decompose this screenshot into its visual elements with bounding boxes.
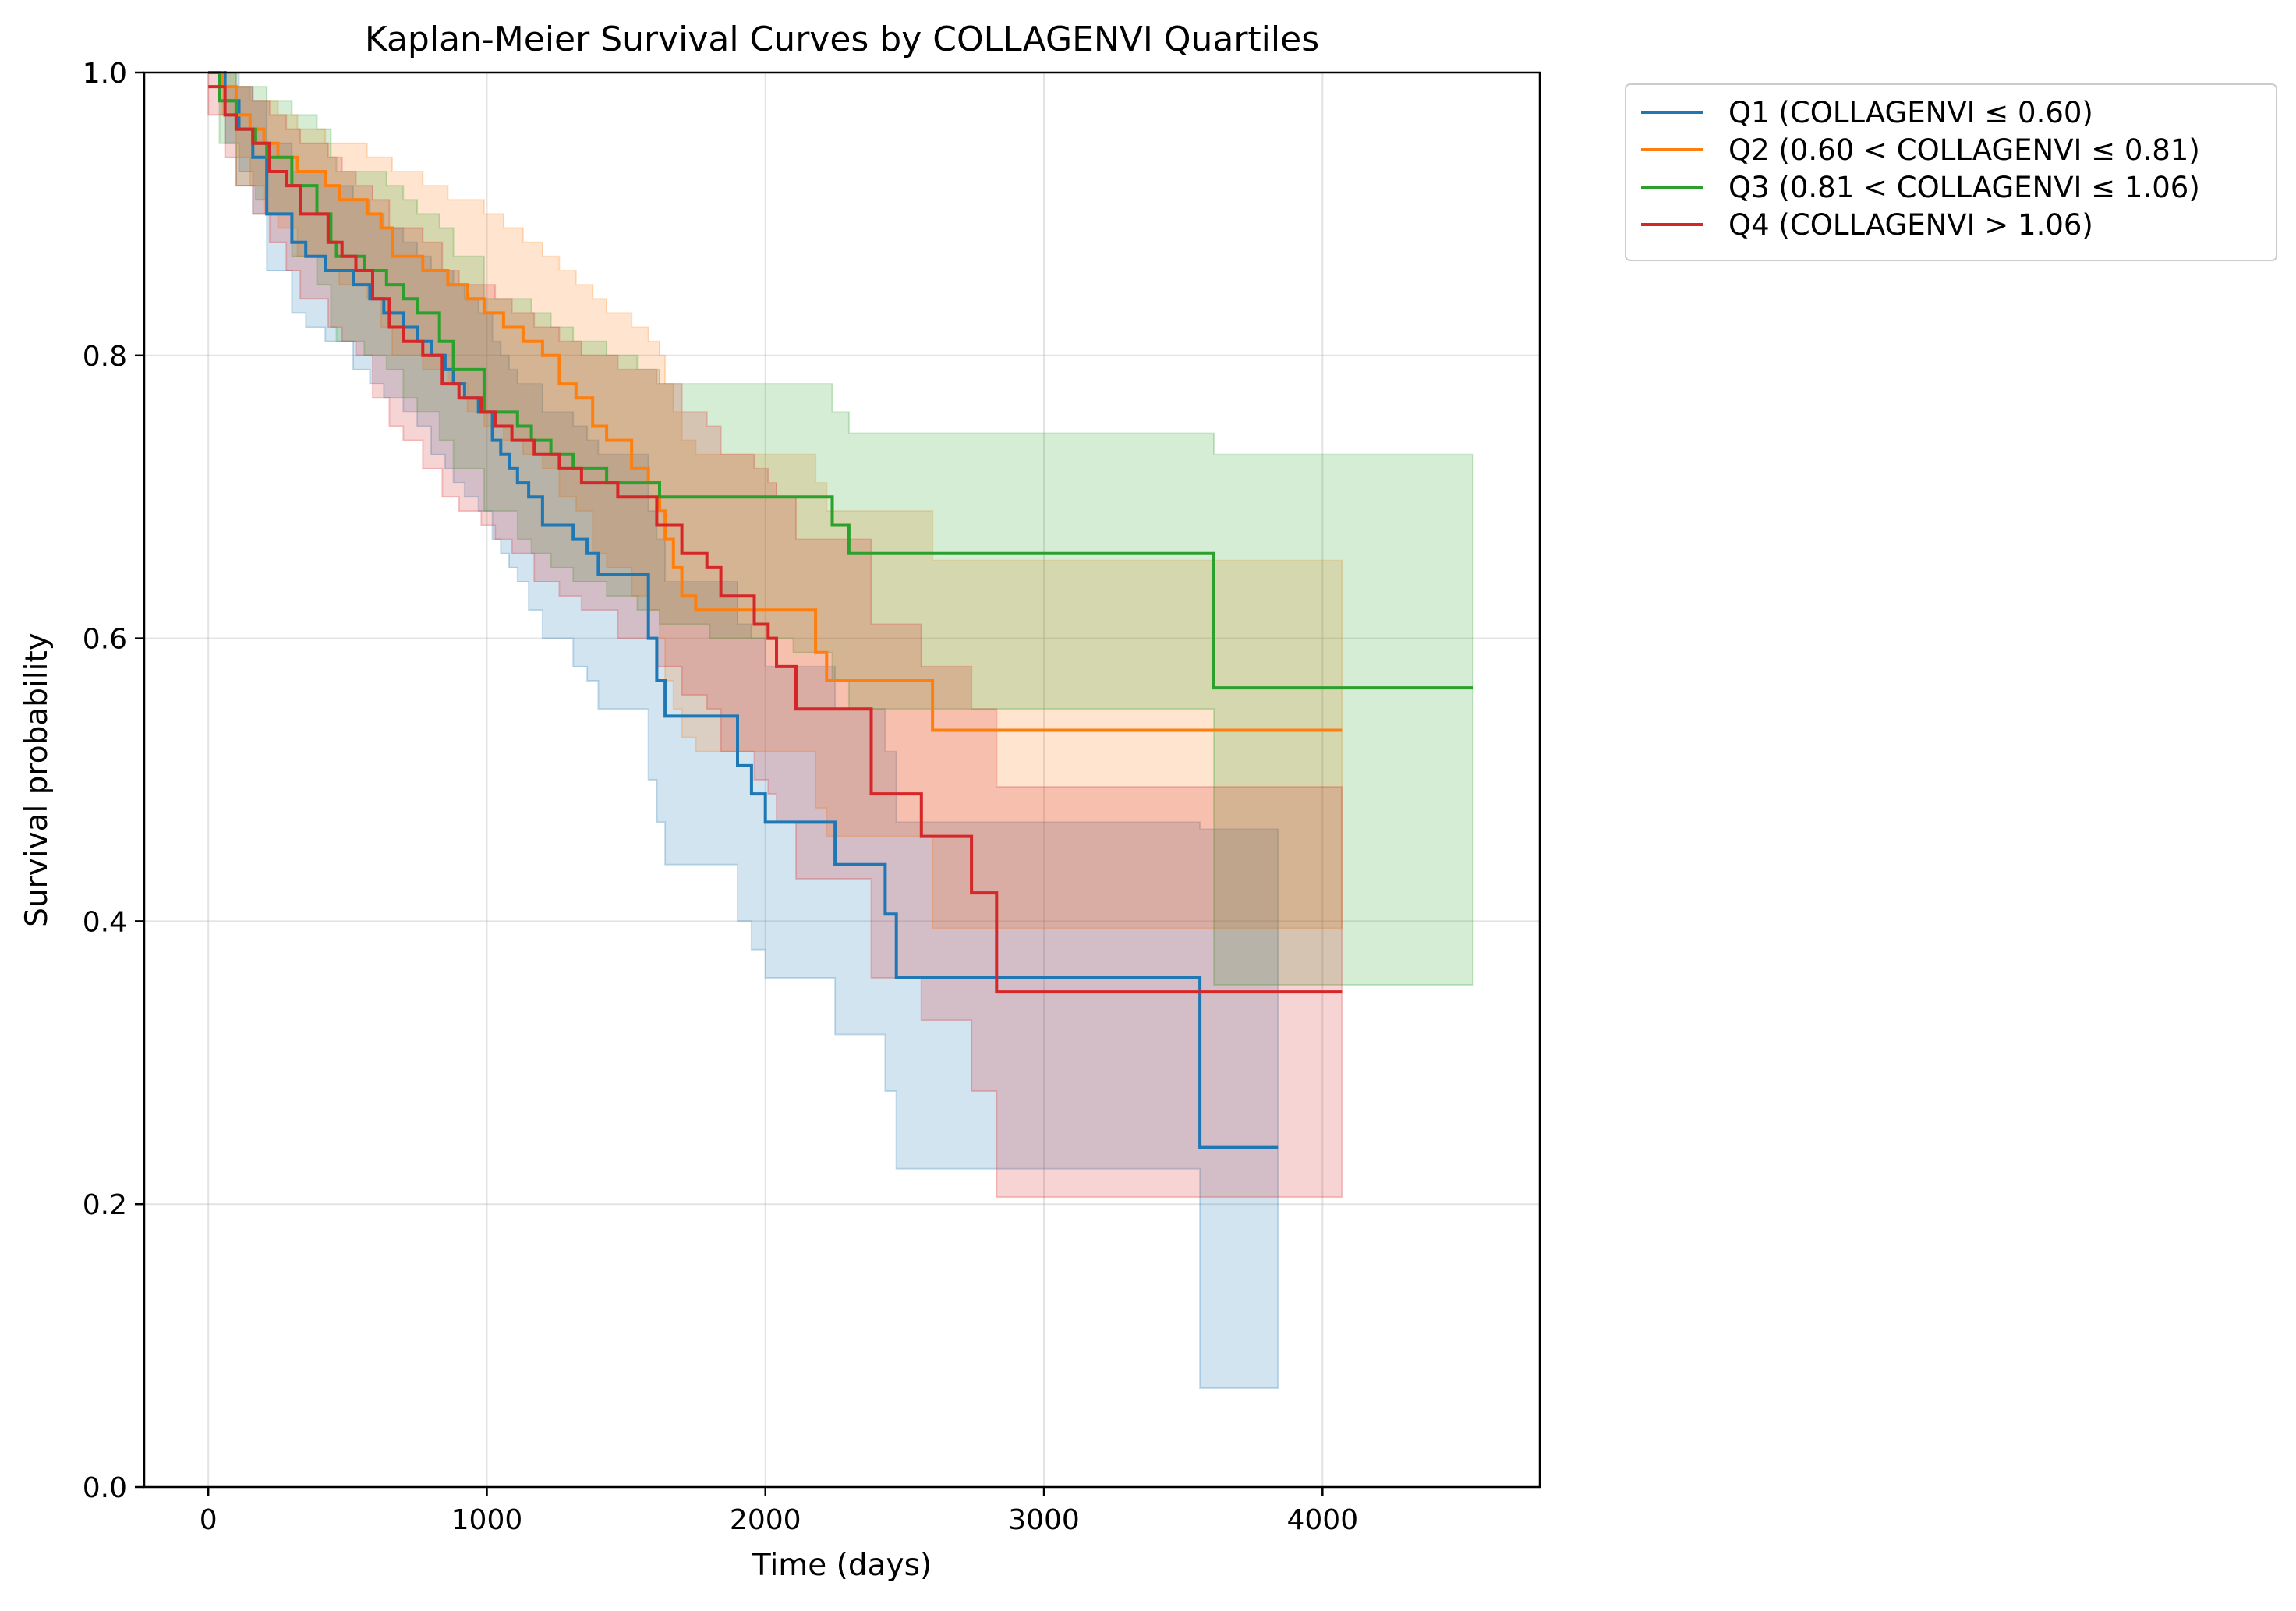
- y-tick-label: 0.6: [83, 624, 127, 656]
- confidence-band-q1: [208, 72, 1279, 1389]
- survival-line-q3: [208, 71, 1473, 690]
- plot-area-frame: [143, 71, 1541, 1489]
- y-tick-label: 0.0: [83, 1472, 127, 1504]
- x-tick-label: 3000: [1008, 1504, 1080, 1536]
- y-tick-label: 0.4: [83, 906, 127, 938]
- x-tick-label: 1000: [451, 1504, 523, 1536]
- survival-line-q4: [208, 85, 1343, 994]
- legend-label-q4: Q4 (COLLAGENVI > 1.06): [1728, 208, 2093, 242]
- survival-line-q1: [208, 71, 1279, 1149]
- y-axis-title: Survival probability: [19, 632, 55, 927]
- axis-ticks: 0 1000 2000 3000 4000 0.0 0.2 0.4 0.6 0.8 1.0: [83, 58, 1358, 1536]
- y-tick-label: 0.2: [83, 1189, 127, 1221]
- legend: Q1 (COLLAGENVI ≤ 0.60) Q2 (0.60 < COLLAGE…: [1625, 83, 2277, 261]
- chart-title: Kaplan-Meier Survival Curves by COLLAGEN…: [365, 19, 1319, 59]
- x-tick-label: 4000: [1287, 1504, 1359, 1536]
- x-tick-label: 2000: [730, 1504, 801, 1536]
- confidence-band-q4: [207, 72, 1343, 1199]
- legend-label-q1: Q1 (COLLAGENVI ≤ 0.60): [1728, 96, 2093, 129]
- survival-line-q2: [208, 71, 1343, 732]
- survival-curves: [208, 71, 1473, 1149]
- legend-box: [1625, 83, 2277, 261]
- x-tick-label: 0: [200, 1504, 218, 1536]
- confidence-band-q3: [208, 72, 1474, 986]
- legend-label-q2: Q2 (0.60 < COLLAGENVI ≤ 0.81): [1728, 133, 2200, 167]
- y-tick-label: 1.0: [83, 58, 127, 90]
- legend-label-q3: Q3 (0.81 < COLLAGENVI ≤ 1.06): [1728, 171, 2200, 204]
- y-tick-label: 0.8: [83, 341, 127, 373]
- confidence-bands: [207, 72, 1474, 1389]
- x-axis-title: Time (days): [752, 1548, 932, 1583]
